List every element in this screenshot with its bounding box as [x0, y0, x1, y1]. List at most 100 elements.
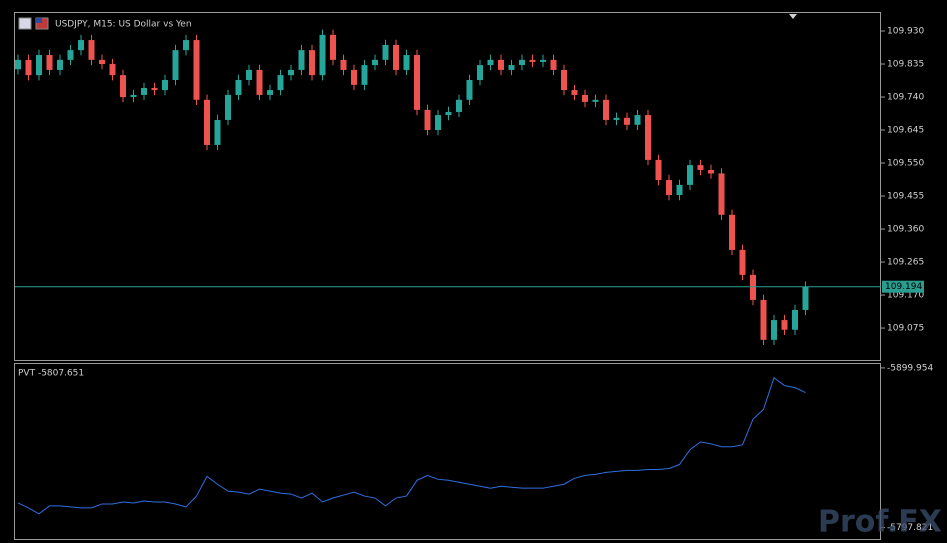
candle-body — [487, 59, 494, 66]
candle-body — [445, 111, 452, 116]
main-panel — [14, 12, 881, 361]
candle-body — [361, 65, 368, 85]
candle-body — [99, 59, 105, 65]
y-tick-label: -5899.954 — [887, 363, 933, 373]
candle-body — [508, 65, 515, 70]
candle-body — [645, 115, 651, 160]
candle-body — [183, 40, 189, 51]
candle-body — [477, 65, 483, 81]
indicator-line — [17, 376, 806, 515]
candle-body — [151, 87, 158, 91]
candle-body — [340, 59, 347, 70]
candle-body — [162, 80, 168, 91]
candle-body — [414, 54, 420, 110]
candle-body — [109, 64, 116, 76]
candle-body — [802, 286, 809, 310]
y-tick-label: 109.170 — [887, 291, 924, 301]
symbol-icons — [18, 17, 49, 30]
candle-body — [204, 99, 210, 145]
candle-body — [498, 59, 504, 70]
candle-body — [309, 50, 315, 76]
candle-body — [46, 54, 53, 70]
candle-body — [739, 249, 746, 275]
candle-body — [256, 69, 263, 95]
candle-body — [372, 59, 378, 66]
shift-marker — [789, 14, 797, 19]
candle-body — [571, 90, 578, 95]
candle-body — [603, 99, 609, 120]
y-tick-label: 109.075 — [887, 324, 924, 334]
y-tick-label: 109.930 — [887, 27, 924, 37]
candle-body — [424, 109, 431, 131]
candle-body — [519, 59, 525, 66]
candle-body — [57, 59, 63, 70]
y-tick-label: 109.265 — [887, 258, 924, 268]
candle-body — [267, 90, 273, 95]
candle-body — [172, 50, 179, 81]
candle-body — [708, 169, 714, 174]
candle-body — [67, 50, 74, 60]
candle-body — [382, 44, 389, 60]
candle-body — [624, 117, 630, 125]
candle-body — [697, 165, 704, 170]
candle-body — [351, 69, 357, 85]
candle-body — [193, 40, 200, 100]
candle-body — [141, 87, 147, 95]
candle-body — [550, 59, 557, 70]
candle-body — [330, 34, 336, 60]
candle-body — [130, 94, 137, 98]
candle-body — [36, 54, 42, 76]
y-tick-label: 109.645 — [887, 126, 924, 136]
indicator-panel — [14, 363, 881, 540]
y-tick-label: 109.550 — [887, 159, 924, 169]
candle-body — [298, 50, 305, 70]
candle-body — [687, 165, 693, 185]
candle-body — [613, 117, 620, 120]
candle-body — [655, 159, 662, 181]
candle-body — [214, 119, 221, 145]
candle-body — [393, 44, 399, 70]
candle-body — [592, 99, 599, 102]
y-tick-label: -5797.821 — [887, 523, 933, 533]
y-tick-label: 109.455 — [887, 192, 924, 202]
candle-body — [120, 75, 126, 98]
icon — [18, 17, 32, 30]
candle-body — [435, 115, 441, 131]
candle-body — [634, 115, 641, 125]
watermark: Prof.FX — [818, 505, 942, 540]
candle-body — [792, 309, 798, 330]
last-price-label: 109.194 — [885, 282, 922, 292]
candle-body — [529, 59, 536, 62]
candle-body — [771, 320, 777, 340]
candle-body — [540, 59, 546, 62]
marks: 109.930 109.835 109.740 109.645 109.550 109.4… — [15, 27, 933, 533]
candle-body — [403, 54, 410, 70]
candle-body — [277, 75, 284, 91]
candle-body — [750, 274, 756, 300]
candle-body — [466, 80, 473, 100]
candle-body — [235, 80, 242, 95]
candle-body — [319, 34, 326, 76]
candle-body — [718, 173, 725, 215]
y-tick-label: 109.360 — [887, 225, 924, 235]
y-tick-label: 109.740 — [887, 93, 924, 103]
candle-body — [15, 59, 21, 70]
candle-body — [246, 69, 252, 81]
candle-body — [676, 184, 683, 195]
candle-body — [781, 320, 788, 330]
icon — [36, 18, 42, 23]
y-tick-label: 109.835 — [887, 60, 924, 70]
candle-body — [78, 40, 84, 51]
candle-body — [582, 94, 588, 102]
candle-body — [225, 94, 231, 120]
candle-body — [88, 40, 95, 60]
candle-body — [561, 69, 567, 91]
candle-body — [666, 180, 672, 195]
candle-body — [456, 99, 462, 112]
chart-title: USDJPY, M15: US Dollar vs Yen — [55, 20, 192, 30]
candle-body — [760, 299, 767, 340]
candle-body — [25, 59, 32, 76]
candle-body — [288, 69, 294, 76]
